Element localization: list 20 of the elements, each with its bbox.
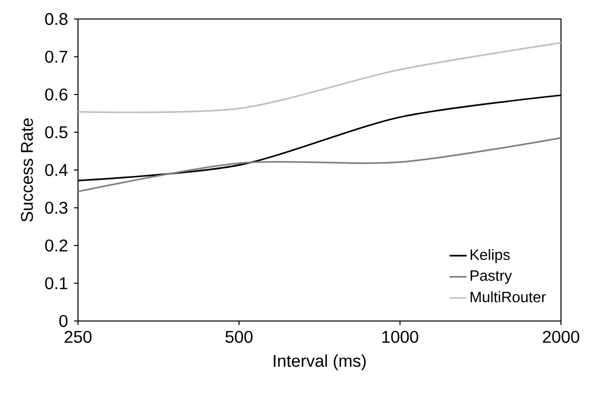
line-series <box>78 42 561 114</box>
x-tick-label: 1000 <box>382 330 418 343</box>
y-tick-label: 0.8 <box>45 12 68 26</box>
y-tick-label: 0.2 <box>45 239 68 252</box>
y-axis-title: Success Rate <box>20 118 33 222</box>
y-tick-label: 0.4 <box>45 164 68 176</box>
line-series <box>78 137 561 192</box>
x-tick-label: 250 <box>64 330 92 343</box>
y-tick-label: 0.3 <box>45 202 68 214</box>
legend-label: MultiRouter <box>470 291 546 302</box>
legend-label: Pastry <box>470 270 512 284</box>
x-tick-label: 2000 <box>542 330 580 343</box>
y-tick-label: 0.7 <box>45 50 68 63</box>
y-tick-label: 0.5 <box>45 126 68 138</box>
y-tick-label: 0 <box>59 314 68 328</box>
x-axis-title: Interval (ms) <box>274 354 366 370</box>
y-tick-label: 0.6 <box>45 88 68 101</box>
y-tick-label: 0.1 <box>45 277 68 290</box>
x-tick-label: 500 <box>225 330 253 343</box>
legend-label: Kelips <box>470 249 510 263</box>
